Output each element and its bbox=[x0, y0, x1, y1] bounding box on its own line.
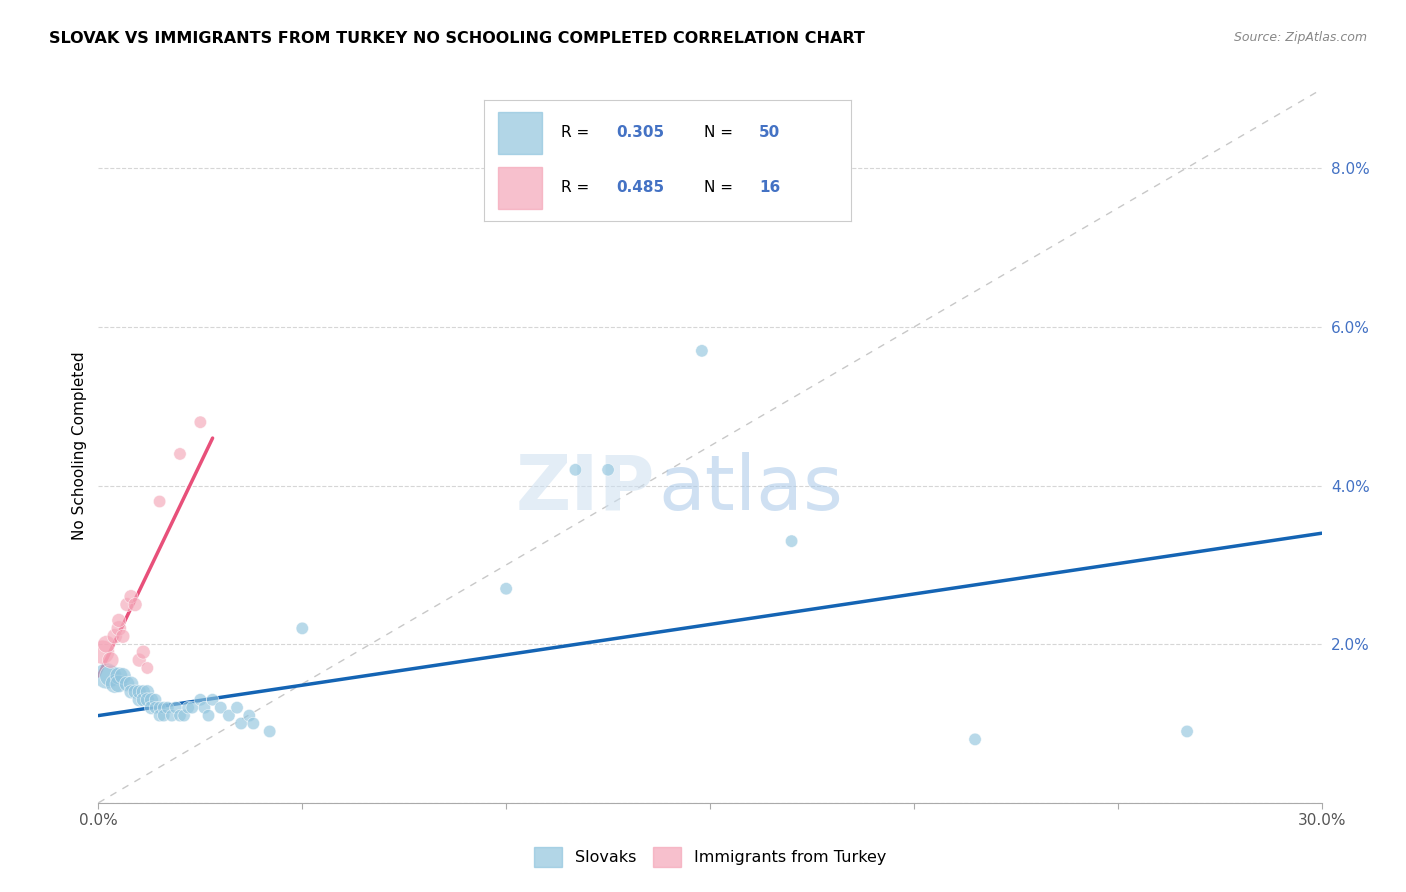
Point bbox=[104, 677, 127, 691]
Point bbox=[145, 692, 167, 706]
Point bbox=[197, 708, 219, 723]
Point bbox=[124, 598, 146, 612]
Point bbox=[169, 447, 191, 461]
Point bbox=[181, 700, 204, 714]
Point bbox=[128, 653, 150, 667]
Point bbox=[188, 415, 212, 429]
Point bbox=[120, 685, 142, 699]
Point bbox=[193, 700, 215, 714]
Point bbox=[226, 700, 249, 714]
Point bbox=[104, 629, 127, 643]
Point bbox=[115, 598, 138, 612]
Point bbox=[141, 692, 163, 706]
Point bbox=[291, 621, 314, 635]
Point bbox=[136, 685, 159, 699]
Point bbox=[111, 669, 134, 683]
Point bbox=[165, 700, 187, 714]
Point bbox=[132, 685, 155, 699]
Point bbox=[96, 669, 118, 683]
Point bbox=[108, 677, 131, 691]
Point bbox=[209, 700, 232, 714]
Point bbox=[149, 700, 172, 714]
Point bbox=[495, 582, 517, 596]
Point bbox=[108, 614, 131, 628]
Text: atlas: atlas bbox=[658, 452, 844, 525]
Point bbox=[564, 463, 586, 477]
Point bbox=[218, 708, 240, 723]
Point bbox=[259, 724, 281, 739]
Point bbox=[169, 708, 191, 723]
Point bbox=[238, 708, 260, 723]
Point bbox=[136, 692, 159, 706]
Point bbox=[132, 692, 155, 706]
Point bbox=[177, 700, 200, 714]
Y-axis label: No Schooling Completed: No Schooling Completed bbox=[72, 351, 87, 541]
Legend: Slovaks, Immigrants from Turkey: Slovaks, Immigrants from Turkey bbox=[527, 841, 893, 873]
Point bbox=[149, 708, 172, 723]
Point bbox=[91, 645, 114, 659]
Point bbox=[149, 494, 172, 508]
Point bbox=[124, 685, 146, 699]
Point bbox=[108, 669, 131, 683]
Text: SLOVAK VS IMMIGRANTS FROM TURKEY NO SCHOOLING COMPLETED CORRELATION CHART: SLOVAK VS IMMIGRANTS FROM TURKEY NO SCHO… bbox=[49, 31, 865, 46]
Point bbox=[100, 653, 122, 667]
Point bbox=[108, 621, 131, 635]
Text: ZIP: ZIP bbox=[516, 452, 655, 525]
Point bbox=[690, 343, 713, 358]
Point bbox=[152, 700, 174, 714]
Point bbox=[598, 463, 620, 477]
Point bbox=[120, 677, 142, 691]
Point bbox=[136, 661, 159, 675]
Point bbox=[173, 708, 195, 723]
Point bbox=[115, 677, 138, 691]
Point bbox=[141, 700, 163, 714]
Point bbox=[156, 700, 179, 714]
Point bbox=[100, 669, 122, 683]
Point bbox=[145, 700, 167, 714]
Point bbox=[128, 692, 150, 706]
Point bbox=[242, 716, 264, 731]
Point bbox=[201, 692, 224, 706]
Point bbox=[132, 645, 155, 659]
Text: Source: ZipAtlas.com: Source: ZipAtlas.com bbox=[1233, 31, 1367, 45]
Point bbox=[111, 629, 134, 643]
Point bbox=[160, 708, 183, 723]
Point bbox=[128, 685, 150, 699]
Point bbox=[780, 534, 803, 549]
Point bbox=[96, 637, 118, 651]
Point bbox=[120, 590, 142, 604]
Point bbox=[965, 732, 987, 747]
Point bbox=[152, 708, 174, 723]
Point bbox=[231, 716, 253, 731]
Point bbox=[1175, 724, 1198, 739]
Point bbox=[188, 692, 212, 706]
